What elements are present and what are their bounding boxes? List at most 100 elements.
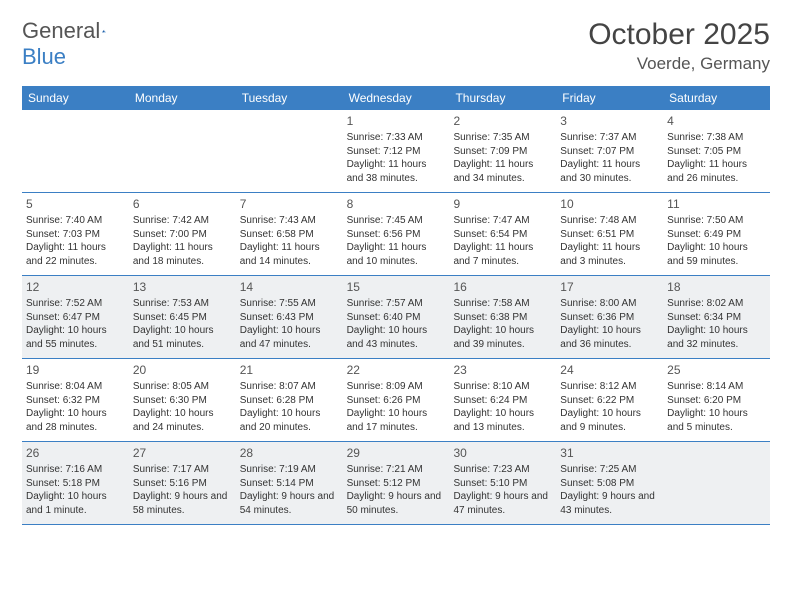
day-number: 29 — [347, 445, 446, 461]
daylight-text: Daylight: 10 hours and 28 minutes. — [26, 407, 125, 434]
daylight-text: Daylight: 9 hours and 43 minutes. — [560, 490, 659, 517]
sunrise-text: Sunrise: 8:07 AM — [240, 380, 339, 394]
sunrise-text: Sunrise: 7:23 AM — [453, 463, 552, 477]
weekday-wed: Wednesday — [343, 86, 450, 110]
daylight-text: Daylight: 11 hours and 22 minutes. — [26, 241, 125, 268]
weekday-row: Sunday Monday Tuesday Wednesday Thursday… — [22, 86, 770, 110]
daylight-text: Daylight: 10 hours and 36 minutes. — [560, 324, 659, 351]
sunrise-text: Sunrise: 7:21 AM — [347, 463, 446, 477]
calendar: Sunday Monday Tuesday Wednesday Thursday… — [22, 86, 770, 525]
header: General October 2025 Voerde, Germany — [22, 18, 770, 74]
day-number: 24 — [560, 362, 659, 378]
sunset-text: Sunset: 7:05 PM — [667, 145, 766, 159]
day-number: 15 — [347, 279, 446, 295]
sunrise-text: Sunrise: 7:45 AM — [347, 214, 446, 228]
day-cell — [22, 110, 129, 192]
day-cell: 23 Sunrise: 8:10 AMSunset: 6:24 PMDayligh… — [449, 359, 556, 441]
sunset-text: Sunset: 7:07 PM — [560, 145, 659, 159]
day-number: 19 — [26, 362, 125, 378]
sunset-text: Sunset: 6:34 PM — [667, 311, 766, 325]
day-number: 23 — [453, 362, 552, 378]
daylight-text: Daylight: 11 hours and 7 minutes. — [453, 241, 552, 268]
daylight-text: Daylight: 10 hours and 43 minutes. — [347, 324, 446, 351]
sunrise-text: Sunrise: 7:19 AM — [240, 463, 339, 477]
daylight-text: Daylight: 10 hours and 9 minutes. — [560, 407, 659, 434]
daylight-text: Daylight: 10 hours and 24 minutes. — [133, 407, 232, 434]
weekday-mon: Monday — [129, 86, 236, 110]
daylight-text: Daylight: 11 hours and 14 minutes. — [240, 241, 339, 268]
logo-text-blue: Blue — [22, 44, 66, 69]
day-cell: 25Sunrise: 8:14 AMSunset: 6:20 PMDayligh… — [663, 359, 770, 441]
location: Voerde, Germany — [588, 54, 770, 74]
day-cell: 6Sunrise: 7:42 AMSunset: 7:00 PMDaylight… — [129, 193, 236, 275]
sunset-text: Sunset: 6:45 PM — [133, 311, 232, 325]
daylight-text: Daylight: 10 hours and 13 minutes. — [453, 407, 552, 434]
day-number: 14 — [240, 279, 339, 295]
sunset-text: Sunset: 6:51 PM — [560, 228, 659, 242]
sunset-text: Sunset: 6:28 PM — [240, 394, 339, 408]
day-cell: 16Sunrise: 7:58 AMSunset: 6:38 PMDayligh… — [449, 276, 556, 358]
day-cell: 14Sunrise: 7:55 AMSunset: 6:43 PMDayligh… — [236, 276, 343, 358]
day-cell: 30Sunrise: 7:23 AMSunset: 5:10 PMDayligh… — [449, 442, 556, 524]
day-cell: 12Sunrise: 7:52 AMSunset: 6:47 PMDayligh… — [22, 276, 129, 358]
sunrise-text: Sunrise: 7:53 AM — [133, 297, 232, 311]
sunrise-text: Sunrise: 7:42 AM — [133, 214, 232, 228]
day-number: 28 — [240, 445, 339, 461]
day-number: 3 — [560, 113, 659, 129]
sunset-text: Sunset: 6:40 PM — [347, 311, 446, 325]
daylight-text: Daylight: 9 hours and 50 minutes. — [347, 490, 446, 517]
sunset-text: Sunset: 6:30 PM — [133, 394, 232, 408]
day-number: 11 — [667, 196, 766, 212]
sunrise-text: Sunrise: 7:16 AM — [26, 463, 125, 477]
day-cell: 2Sunrise: 7:35 AMSunset: 7:09 PMDaylight… — [449, 110, 556, 192]
daylight-text: Daylight: 11 hours and 10 minutes. — [347, 241, 446, 268]
day-cell: 21Sunrise: 8:07 AMSunset: 6:28 PMDayligh… — [236, 359, 343, 441]
sunset-text: Sunset: 6:32 PM — [26, 394, 125, 408]
day-number: 6 — [133, 196, 232, 212]
sunrise-text: Sunrise: 7:58 AM — [453, 297, 552, 311]
day-cell: 20Sunrise: 8:05 AMSunset: 6:30 PMDayligh… — [129, 359, 236, 441]
day-cell: 7Sunrise: 7:43 AMSunset: 6:58 PMDaylight… — [236, 193, 343, 275]
day-cell: 9Sunrise: 7:47 AMSunset: 6:54 PMDaylight… — [449, 193, 556, 275]
title-block: October 2025 Voerde, Germany — [588, 18, 770, 74]
sunrise-text: Sunrise: 7:17 AM — [133, 463, 232, 477]
day-cell: 24Sunrise: 8:12 AMSunset: 6:22 PMDayligh… — [556, 359, 663, 441]
day-number: 2 — [453, 113, 552, 129]
sunrise-text: Sunrise: 7:47 AM — [453, 214, 552, 228]
day-number: 26 — [26, 445, 125, 461]
sunset-text: Sunset: 6:58 PM — [240, 228, 339, 242]
logo-text-general: General — [22, 18, 100, 44]
day-number: 9 — [453, 196, 552, 212]
sunrise-text: Sunrise: 8:10 AM — [453, 380, 552, 394]
sunrise-text: Sunrise: 7:55 AM — [240, 297, 339, 311]
day-number: 30 — [453, 445, 552, 461]
weeks-container: 1Sunrise: 7:33 AMSunset: 7:12 PMDaylight… — [22, 110, 770, 525]
daylight-text: Daylight: 10 hours and 39 minutes. — [453, 324, 552, 351]
day-cell: 15Sunrise: 7:57 AMSunset: 6:40 PMDayligh… — [343, 276, 450, 358]
daylight-text: Daylight: 11 hours and 18 minutes. — [133, 241, 232, 268]
sunset-text: Sunset: 6:24 PM — [453, 394, 552, 408]
sunrise-text: Sunrise: 8:14 AM — [667, 380, 766, 394]
day-cell: 1Sunrise: 7:33 AMSunset: 7:12 PMDaylight… — [343, 110, 450, 192]
daylight-text: Daylight: 10 hours and 32 minutes. — [667, 324, 766, 351]
day-cell: 31Sunrise: 7:25 AMSunset: 5:08 PMDayligh… — [556, 442, 663, 524]
sunset-text: Sunset: 7:12 PM — [347, 145, 446, 159]
sunrise-text: Sunrise: 7:37 AM — [560, 131, 659, 145]
day-number: 27 — [133, 445, 232, 461]
sunrise-text: Sunrise: 8:12 AM — [560, 380, 659, 394]
sunset-text: Sunset: 5:12 PM — [347, 477, 446, 491]
day-number: 10 — [560, 196, 659, 212]
day-number: 17 — [560, 279, 659, 295]
sunrise-text: Sunrise: 7:25 AM — [560, 463, 659, 477]
sunrise-text: Sunrise: 8:09 AM — [347, 380, 446, 394]
day-number: 21 — [240, 362, 339, 378]
day-number: 5 — [26, 196, 125, 212]
daylight-text: Daylight: 11 hours and 34 minutes. — [453, 158, 552, 185]
sunrise-text: Sunrise: 8:04 AM — [26, 380, 125, 394]
weekday-tue: Tuesday — [236, 86, 343, 110]
sunrise-text: Sunrise: 7:40 AM — [26, 214, 125, 228]
sunrise-text: Sunrise: 7:52 AM — [26, 297, 125, 311]
sunrise-text: Sunrise: 7:50 AM — [667, 214, 766, 228]
day-cell: 3Sunrise: 7:37 AMSunset: 7:07 PMDaylight… — [556, 110, 663, 192]
daylight-text: Daylight: 10 hours and 1 minute. — [26, 490, 125, 517]
